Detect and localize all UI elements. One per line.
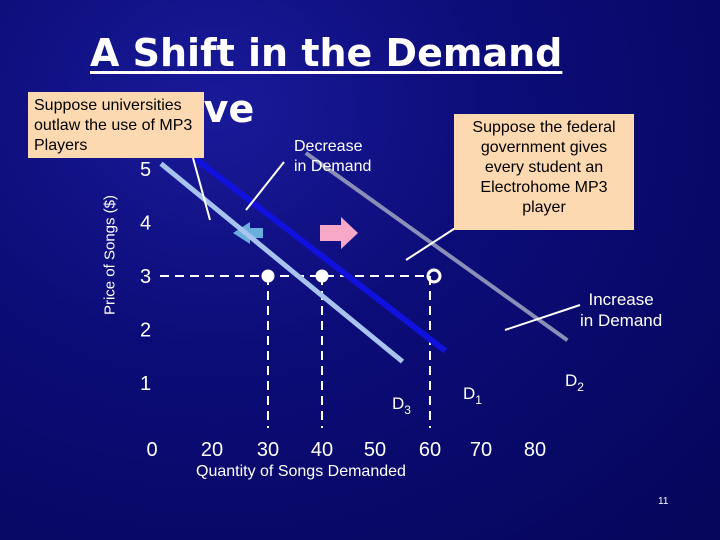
decrease-label-pointer — [245, 161, 285, 211]
increase-shift-arrow — [320, 217, 358, 249]
x-tick-label-20: 20 — [201, 439, 223, 461]
y-tick-label-4: 4 — [140, 213, 151, 235]
y-tick-label-5: 5 — [140, 159, 151, 181]
curve-label-d1: D1 — [463, 384, 482, 407]
equilibrium-point-3 — [426, 268, 442, 284]
decrease-label-line1: Decrease — [294, 138, 363, 155]
callout-universities: Suppose universities outlaw the use of M… — [28, 92, 204, 158]
increase-label-line2: in Demand — [580, 311, 663, 330]
universities-callout-pointer — [192, 157, 211, 221]
x-axis-label: Quantity of Songs Demanded — [196, 463, 406, 480]
increase-label-pointer — [504, 304, 581, 331]
curve-label-main: D — [463, 384, 475, 403]
slide-number: 11 — [658, 496, 669, 507]
demand-curve-d2 — [304, 151, 569, 342]
x-tick-label-70: 70 — [470, 439, 492, 461]
curve-label-subscript: 1 — [475, 393, 482, 407]
demand-curve-d1 — [186, 150, 448, 354]
demand-curve-d3 — [159, 161, 405, 364]
equilibrium-point-1 — [261, 269, 275, 283]
curve-label-subscript: 3 — [404, 403, 411, 417]
x-tick-label-60: 60 — [419, 439, 441, 461]
decrease-demand-label: Decrease in Demand — [294, 137, 371, 177]
x-tick-label-80: 80 — [524, 439, 546, 461]
callout-federal: Suppose the federal government gives eve… — [454, 114, 634, 230]
y-tick-label-2: 2 — [140, 320, 151, 342]
curve-label-d2: D2 — [565, 371, 584, 394]
y-tick-label-1: 1 — [140, 373, 151, 395]
curve-label-subscript: 2 — [577, 380, 584, 394]
x-tick-label-30: 30 — [257, 439, 279, 461]
equilibrium-point-2 — [315, 269, 329, 283]
curve-label-main: D — [565, 371, 577, 390]
y-axis-label: Price of Songs ($) — [101, 194, 119, 316]
increase-label-line1: Increase — [588, 290, 654, 309]
slide-title: A Shift in the Demand — [90, 31, 563, 75]
x-tick-label-50: 50 — [364, 439, 386, 461]
federal-callout-pointer — [405, 224, 461, 261]
decrease-label-line2: in Demand — [294, 158, 372, 175]
y-tick-label-3: 3 — [140, 266, 151, 288]
x-tick-label-40: 40 — [311, 439, 333, 461]
curve-label-main: D — [392, 394, 404, 413]
x-tick-label-0: 0 — [146, 439, 157, 461]
curve-label-d3: D3 — [392, 394, 411, 417]
increase-demand-label: Increase in Demand — [580, 289, 662, 331]
